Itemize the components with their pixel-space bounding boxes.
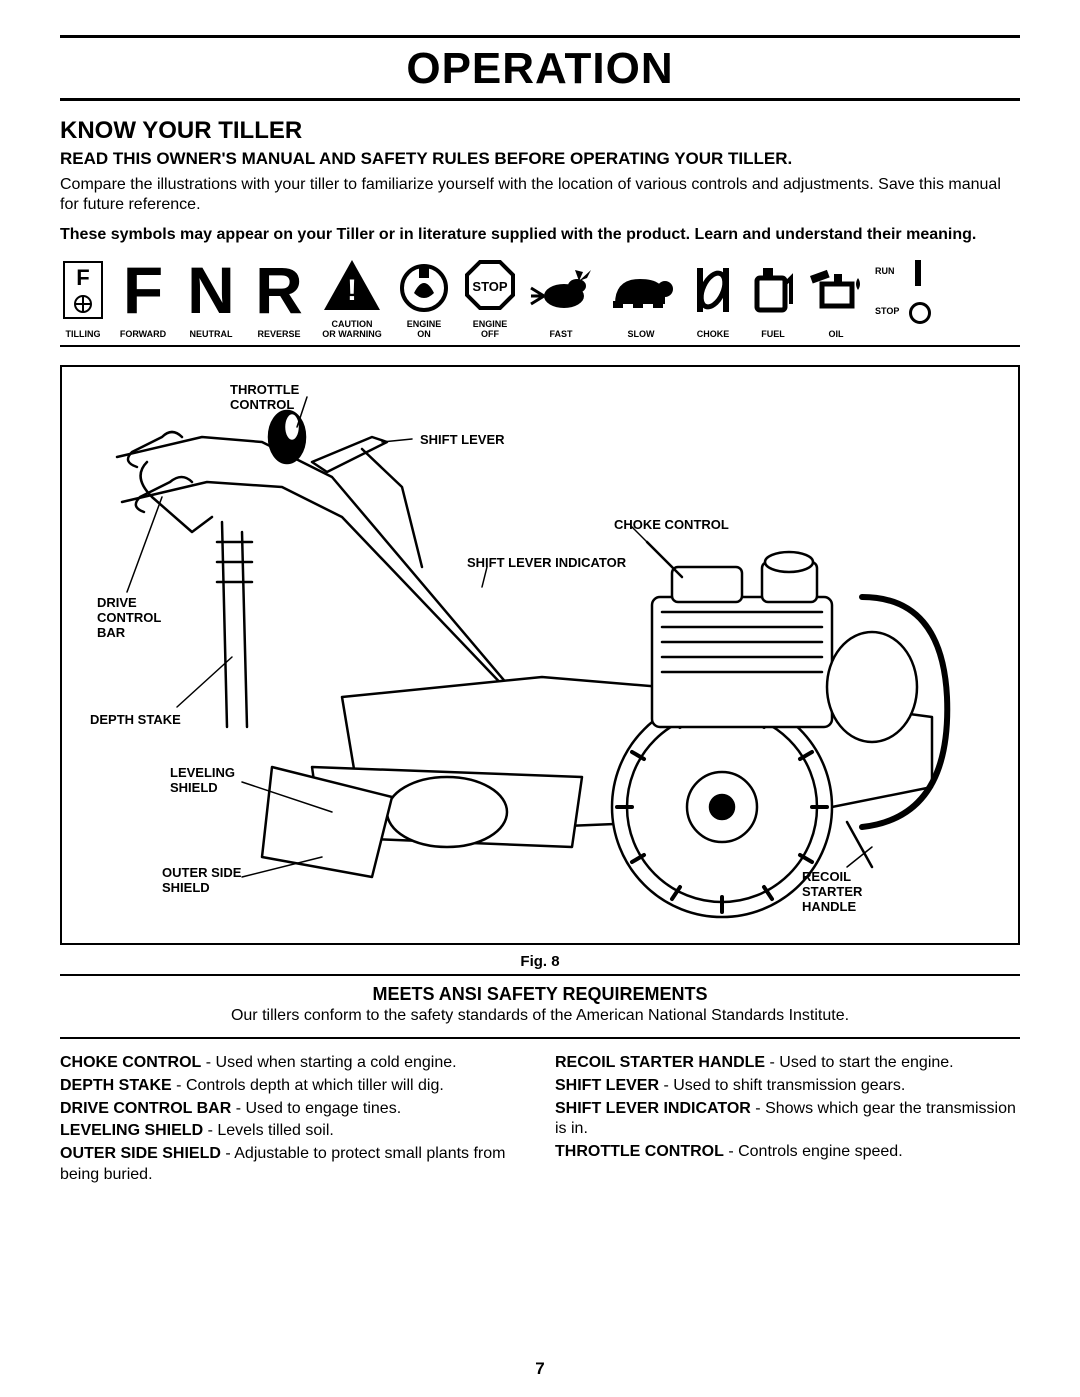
symbol-engine-off: STOP ENGINE OFF [460,251,520,339]
symbol-tilling: F TILLING [60,251,106,339]
engine-on-icon [399,258,449,314]
definition-item: RECOIL STARTER HANDLE - Used to start th… [555,1053,1020,1074]
oil-icon [808,268,864,312]
symbol-neutral: N NEUTRAL [180,251,242,339]
symbol-label: ENGINE ON [407,320,442,339]
fast-icon [529,268,593,312]
label-shift-lever: SHIFT LEVER [420,432,505,447]
definition-item: SHIFT LEVER - Used to shift transmission… [555,1076,1020,1097]
neutral-icon: N [187,261,235,320]
label-outer-shield: OUTER SIDE SHIELD [162,865,241,895]
symbol-label: TILLING [66,330,101,339]
intro-text: Compare the illustrations with your till… [60,175,1020,215]
tilling-icon: F [63,261,103,319]
symbol-label: FAST [549,330,572,339]
label-leveling-shield: LEVELING SHIELD [170,765,235,795]
symbol-caution: ! CAUTION OR WARNING [316,251,388,339]
definition-item: THROTTLE CONTROL - Controls engine speed… [555,1142,1020,1163]
symbol-reverse: R REVERSE [248,251,310,339]
definition-item: LEVELING SHIELD - Levels tilled soil. [60,1121,525,1142]
sub-heading: READ THIS OWNER'S MANUAL AND SAFETY RULE… [60,149,1020,169]
definitions-columns: CHOKE CONTROL - Used when starting a col… [60,1053,1020,1188]
figure-caption: Fig. 8 [60,953,1020,970]
symbol-label: CHOKE [697,330,730,339]
definition-item: DEPTH STAKE - Controls depth at which ti… [60,1076,525,1097]
svg-text:!: ! [347,274,357,307]
label-drive-bar: DRIVE CONTROL BAR [97,595,161,640]
label-throttle: THROTTLE CONTROL [230,382,299,412]
symbol-oil: OIL [806,251,866,339]
symbol-label: NEUTRAL [190,330,233,339]
symbol-fast: FAST [526,251,596,339]
symbols-note: These symbols may appear on your Tiller … [60,225,1020,245]
slow-icon [605,269,677,311]
fig-rule [60,974,1020,976]
symbol-label: ENGINE OFF [473,320,508,339]
definition-item: CHOKE CONTROL - Used when starting a col… [60,1053,525,1074]
definition-item: DRIVE CONTROL BAR - Used to engage tines… [60,1099,525,1120]
top-rule [60,35,1020,38]
page-number: 7 [0,1359,1080,1379]
symbol-label: FORWARD [120,330,166,339]
choke-icon [690,264,736,316]
fuel-icon [751,264,795,316]
symbol-label: CAUTION OR WARNING [322,320,382,339]
caution-icon: ! [322,258,382,314]
symbol-label: FUEL [761,330,785,339]
definition-item: OUTER SIDE SHIELD - Adjustable to protec… [60,1144,525,1186]
label-depth-stake: DEPTH STAKE [90,712,181,727]
definitions-right: RECOIL STARTER HANDLE - Used to start th… [555,1053,1020,1188]
ansi-subtext: Our tillers conform to the safety standa… [60,1007,1020,1025]
symbol-label: REVERSE [257,330,300,339]
ansi-rule [60,1037,1020,1039]
symbols-underline [60,345,1020,347]
engine-off-icon: STOP [463,258,517,314]
run-stop-icon: RUN STOP [875,260,929,330]
symbol-run-stop: RUN STOP [872,251,932,339]
tiller-diagram: THROTTLE CONTROL SHIFT LEVER CHOKE CONTR… [60,365,1020,945]
tiller-illustration [62,367,1020,945]
label-choke-control: CHOKE CONTROL [614,517,729,532]
title-underline [60,98,1020,101]
reverse-icon: R [255,261,303,320]
page-title: OPERATION [60,44,1020,94]
label-recoil: RECOIL STARTER HANDLE [802,869,862,914]
symbol-forward: F FORWARD [112,251,174,339]
forward-icon: F [123,261,163,320]
ansi-heading: MEETS ANSI SAFETY REQUIREMENTS [60,984,1020,1005]
symbol-choke: CHOKE [686,251,740,339]
symbol-engine-on: ENGINE ON [394,251,454,339]
definitions-left: CHOKE CONTROL - Used when starting a col… [60,1053,525,1188]
label-shift-indicator: SHIFT LEVER INDICATOR [467,555,626,570]
symbol-slow: SLOW [602,251,680,339]
section-heading: KNOW YOUR TILLER [60,117,1020,145]
symbol-row: F TILLING F FORWARD N NEUTRAL R REVERSE … [60,251,1020,341]
svg-text:STOP: STOP [472,279,507,294]
definition-item: SHIFT LEVER INDICATOR - Shows which gear… [555,1099,1020,1141]
symbol-label: OIL [829,330,844,339]
symbol-fuel: FUEL [746,251,800,339]
symbol-label: SLOW [628,330,655,339]
